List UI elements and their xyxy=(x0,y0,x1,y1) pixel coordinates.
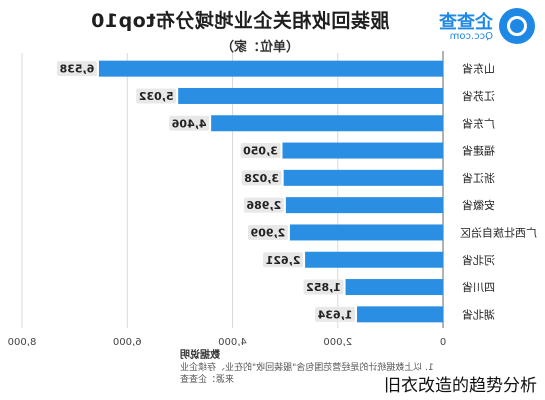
category-label: 浙江省 xyxy=(462,172,495,185)
value-label-bg xyxy=(243,197,284,213)
x-tick-label: 2,000 xyxy=(323,337,352,348)
value-label: 2,621 xyxy=(266,254,301,267)
x-tick-label: 4,000 xyxy=(218,337,247,348)
category-label: 河北省 xyxy=(462,254,495,267)
value-label: 5,032 xyxy=(139,90,174,103)
value-label: 6,538 xyxy=(60,63,95,76)
value-label-bg xyxy=(247,224,288,240)
watermark-caption: 旧衣改造的趋势分析 xyxy=(382,371,539,396)
bar xyxy=(285,197,443,214)
category-label: 山东省 xyxy=(462,63,495,76)
bar xyxy=(98,60,444,77)
bar xyxy=(282,142,443,159)
bar xyxy=(305,251,443,268)
x-tick-label: 8,000 xyxy=(8,337,37,348)
category-label: 江苏省 xyxy=(462,90,495,103)
value-label: 3,050 xyxy=(243,145,278,158)
value-label-bg xyxy=(136,88,177,104)
value-label: 2,986 xyxy=(246,199,281,212)
value-label: 3,028 xyxy=(244,172,279,185)
category-label: 福建省 xyxy=(462,144,495,158)
value-label: 1,634 xyxy=(317,308,352,321)
bar xyxy=(345,279,443,296)
category-label: 广西壮族自治区 xyxy=(460,225,537,239)
bar xyxy=(211,115,443,132)
value-label-bg xyxy=(263,252,304,268)
source-heading: 数据说明 xyxy=(180,350,220,361)
value-label: 2,909 xyxy=(251,226,286,239)
bar xyxy=(178,87,444,104)
value-label: 4,406 xyxy=(171,117,206,130)
bar xyxy=(289,224,443,241)
value-label-bg xyxy=(240,143,281,159)
bar xyxy=(357,306,443,323)
value-label-bg xyxy=(169,115,210,131)
value-label-bg xyxy=(56,61,97,77)
bar xyxy=(283,169,443,186)
value-label-bg xyxy=(315,306,356,322)
value-label-bg xyxy=(303,279,344,295)
x-tick-label: 0 xyxy=(440,337,446,348)
source-line-2: 来源：企查查 xyxy=(180,375,235,385)
category-label: 湖北省 xyxy=(462,308,495,321)
value-label-bg xyxy=(241,170,282,186)
category-label: 广东省 xyxy=(462,117,495,130)
x-tick-label: 6,000 xyxy=(113,337,142,348)
value-label: 1,852 xyxy=(306,281,341,294)
category-label: 安徽省 xyxy=(462,198,495,212)
category-label: 四川省 xyxy=(462,281,495,294)
